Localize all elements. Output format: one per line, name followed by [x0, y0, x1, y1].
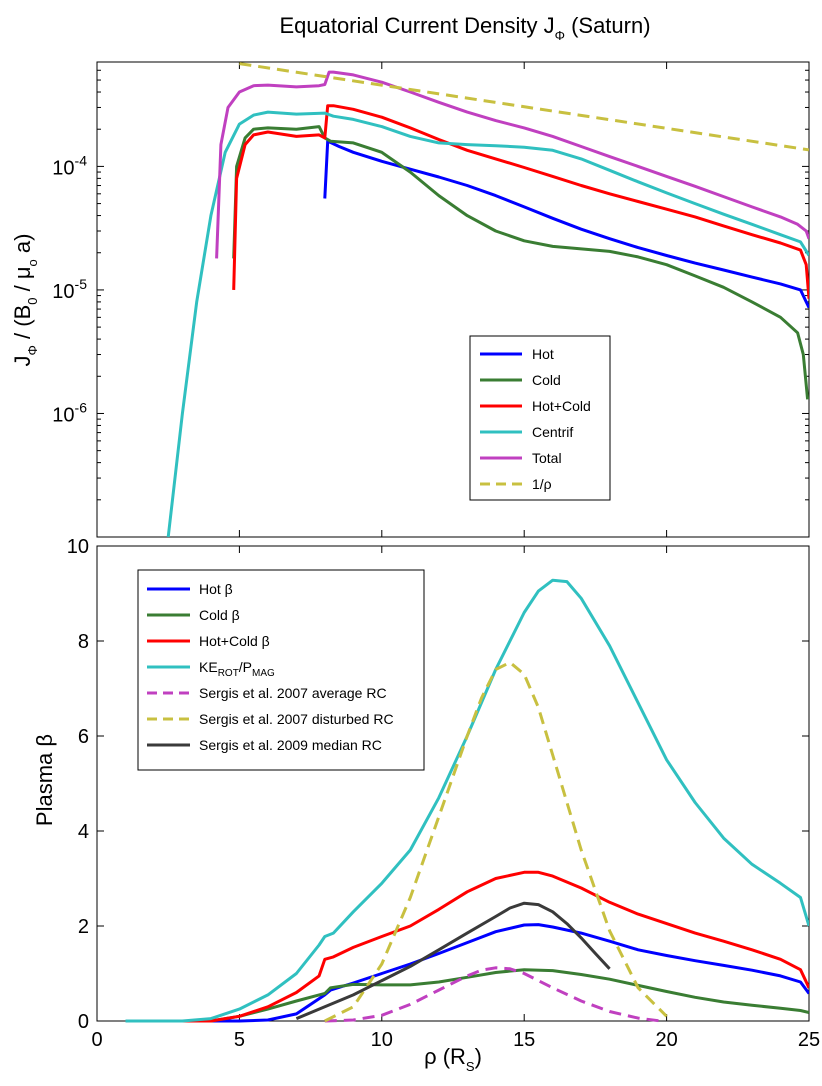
bottom-legend-label-sergis-et-al-2009-median-rc: Sergis et al. 2009 median RC [199, 737, 382, 753]
top-series-hot-line [323, 139, 809, 309]
bottom-legend-box [137, 569, 425, 771]
top-series-hot-cold-line [232, 104, 809, 299]
bottom-y-tick-label: 2 [78, 916, 89, 938]
top-legend: Hot Cold Hot+Cold Centrif Total 1/ρ [469, 335, 611, 501]
bottom-panel: 0 5 10 15 20 25 0 2 4 6 8 10 Plasma β ρ (RS) Hot β C… [32, 536, 820, 1074]
chart-title: Equatorial Current Density JΦ (Saturn) [279, 13, 650, 43]
title-main: Equatorial Current Density J [279, 13, 554, 38]
bottom-y-tick-label: 0 [78, 1011, 89, 1033]
bottom-series-group [125, 578, 809, 1023]
bottom-x-tick-label: 5 [234, 1029, 245, 1051]
top-y-tick-label: 10-6 [52, 399, 87, 426]
bottom-y-tick-label: 6 [78, 726, 89, 748]
top-y-ticks: 10-4 10-5 10-6 [52, 61, 810, 537]
bottom-y-tick-label: 4 [78, 821, 89, 843]
top-series-1-rho-line [239, 62, 809, 152]
top-legend-label-hot: Hot [532, 346, 554, 362]
title-tail: (Saturn) [565, 13, 651, 38]
top-panel: 10-410-510-6 JΦ / (B0 / μo a) HotColdHot… [10, 61, 810, 538]
bottom-legend-label-sergis-et-al-2007-disturbed-rc: Sergis et al. 2007 disturbed RC [199, 711, 394, 727]
bottom-legend-label-hot: Hot β [199, 581, 233, 597]
bottom-legend: Hot β Cold β Hot+Cold β KEROT/PMAG Sergis et… [137, 569, 425, 771]
x-axis-label: ρ (RS) [424, 1044, 482, 1074]
top-legend-label-hot-cold: Hot+Cold [532, 398, 591, 414]
bottom-series-sergis-et-al-2007-average-rc-line [324, 966, 662, 1023]
top-y-tick-label: 10-5 [52, 276, 87, 303]
bottom-series-sergis-et-al-2007-disturbed-rc-line [324, 660, 668, 1023]
bottom-x-tick-label: 10 [371, 1029, 393, 1051]
bottom-legend-label-hot-cold: Hot+Cold β [199, 633, 270, 649]
bottom-legend-label-sergis-et-al-2007-average-rc: Sergis et al. 2007 average RC [199, 685, 387, 701]
top-legend-label-total: Total [532, 450, 562, 466]
bottom-x-tick-label: 25 [798, 1029, 820, 1051]
bottom-x-tick-label: 20 [655, 1029, 677, 1051]
top-y-axis-label: JΦ / (B0 / μo a) [10, 234, 40, 367]
bottom-ticks: 0 5 10 15 20 25 0 2 4 6 8 10 [67, 536, 820, 1051]
top-axes-frame [96, 61, 810, 538]
bottom-series-hot-cold-line [125, 870, 809, 1023]
top-legend-label-cold: Cold [532, 372, 561, 388]
top-legend-label-1-rho: 1/ρ [532, 476, 552, 492]
top-legend-box [469, 335, 611, 501]
top-series-centrif-line [166, 110, 809, 537]
top-legend-label-centrif: Centrif [532, 424, 573, 440]
top-series-group [166, 62, 809, 537]
bottom-axes-frame [96, 545, 810, 1022]
top-y-tick-label: 10-4 [52, 152, 87, 179]
top-series-total-line [215, 70, 809, 259]
title-subscript: Φ [555, 28, 565, 43]
top-series-cold-line [232, 125, 809, 400]
bottom-series-cold-line [125, 968, 809, 1023]
bottom-legend-label-cold: Cold β [199, 607, 240, 623]
bottom-series-sergis-et-al-2009-median-rc-line [295, 901, 611, 1020]
bottom-y-tick-label: 10 [67, 536, 89, 558]
bottom-y-tick-label: 8 [78, 631, 89, 653]
bottom-series-hot-line [125, 923, 809, 1023]
bottom-y-axis-label: Plasma β [32, 734, 57, 826]
bottom-x-tick-label: 15 [513, 1029, 535, 1051]
bottom-x-tick-label: 0 [91, 1029, 102, 1051]
bottom-legend-label-ke-rot-p-mag: KEROT/PMAG [199, 659, 275, 679]
